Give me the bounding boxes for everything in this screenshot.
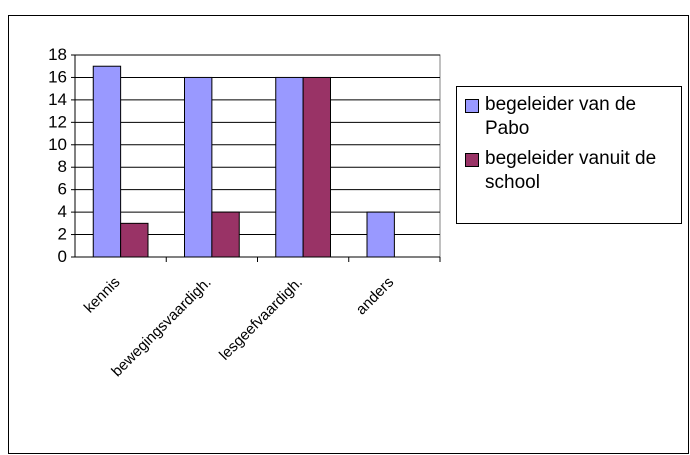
legend-item: begeleider van de Pabo: [465, 93, 677, 141]
y-tick-label: 14: [48, 90, 67, 109]
bar: [120, 222, 149, 258]
y-tick-label: 0: [58, 247, 67, 266]
y-tick-label: 6: [58, 180, 67, 199]
legend-label: begeleider van de Pabo: [485, 94, 637, 139]
bar: [211, 211, 240, 258]
bar: [302, 76, 331, 258]
y-tick-label: 18: [48, 45, 67, 64]
y-tick-label: 2: [58, 225, 67, 244]
y-tick-label: 10: [48, 135, 67, 154]
bar: [275, 76, 304, 258]
y-tick-label: 4: [58, 202, 67, 221]
bar: [184, 76, 213, 258]
legend-item: begeleider vanuit de school: [465, 147, 677, 195]
bar: [92, 65, 122, 258]
legend-label: begeleider vanuit de school: [485, 148, 657, 193]
legend: begeleider van de Pabo begeleider vanuit …: [456, 86, 682, 224]
legend-swatch: [465, 99, 479, 113]
y-tick-label: 16: [48, 67, 67, 86]
bar: [366, 211, 395, 258]
y-tick-label: 8: [58, 157, 67, 176]
legend-swatch: [465, 153, 479, 167]
y-tick-label: 12: [48, 112, 67, 131]
